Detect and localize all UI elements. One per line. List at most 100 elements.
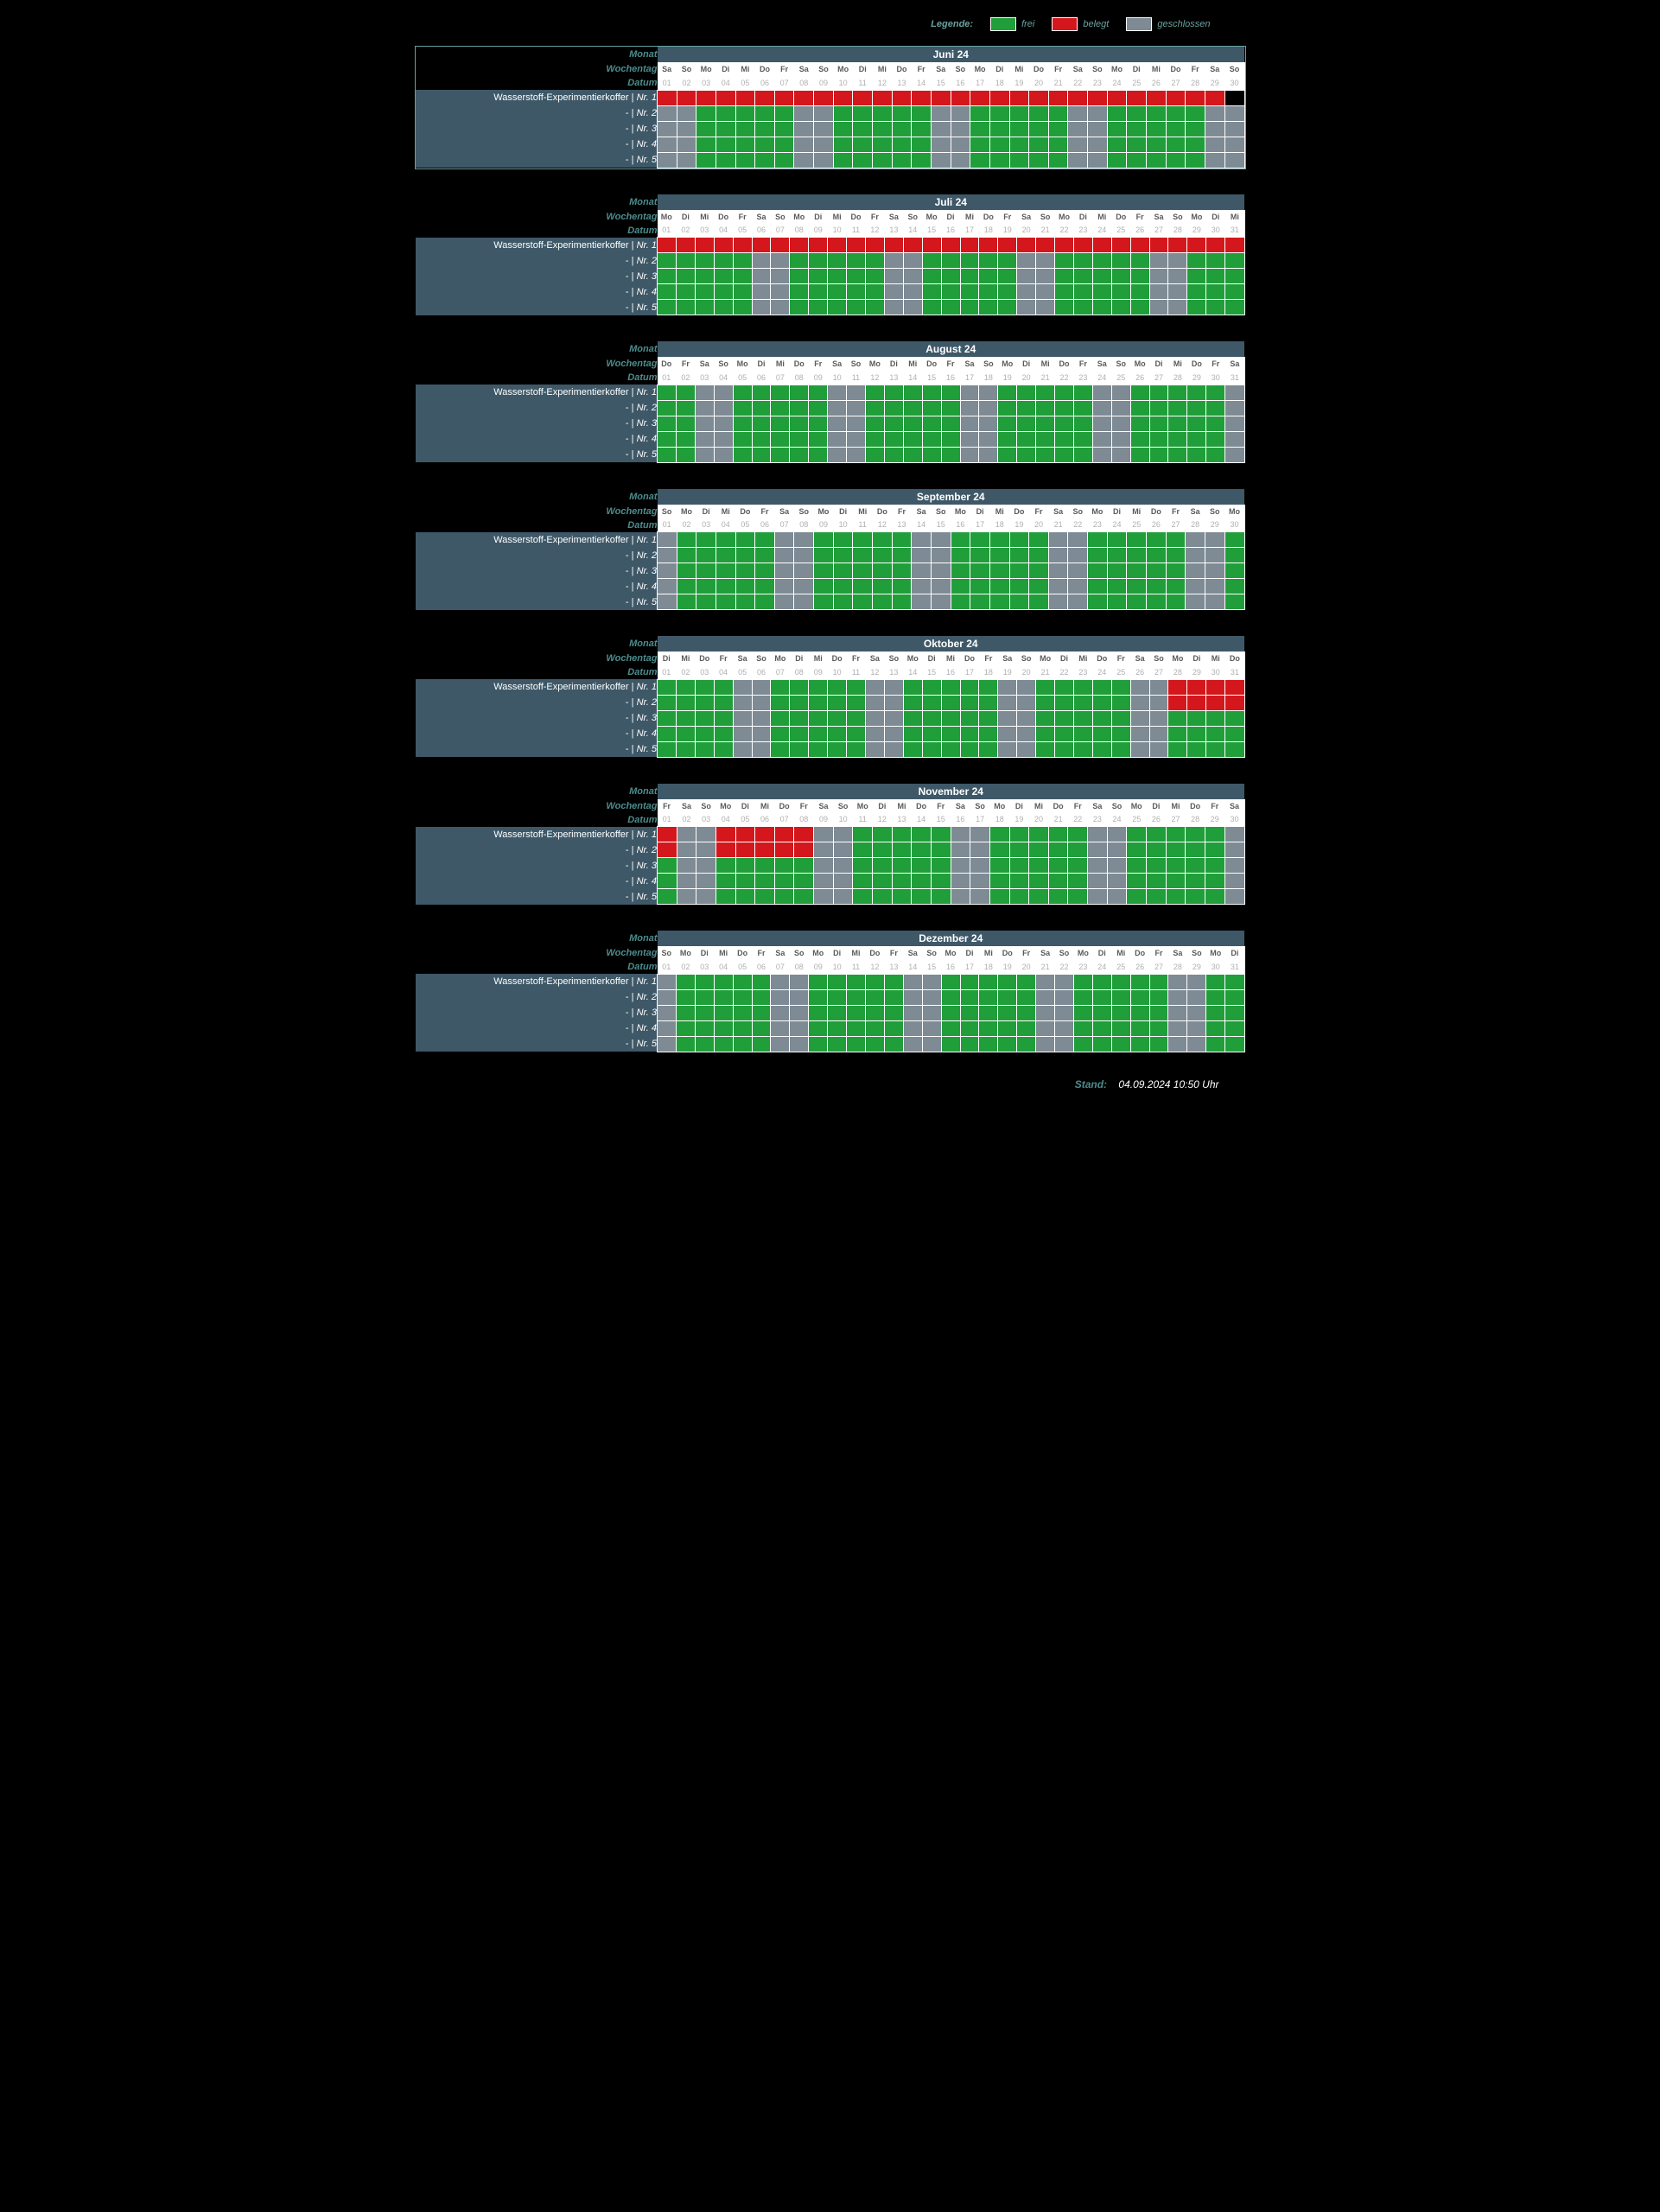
availability-cell[interactable] — [970, 121, 990, 137]
availability-cell[interactable] — [828, 1036, 847, 1052]
availability-cell[interactable] — [1186, 121, 1205, 137]
availability-cell[interactable] — [979, 726, 998, 741]
availability-cell[interactable] — [912, 152, 932, 168]
availability-cell[interactable] — [903, 726, 922, 741]
availability-cell[interactable] — [1073, 710, 1092, 726]
availability-cell[interactable] — [1206, 710, 1225, 726]
availability-cell[interactable] — [998, 1005, 1017, 1020]
availability-cell[interactable] — [1224, 842, 1244, 858]
availability-cell[interactable] — [1009, 563, 1029, 579]
availability-cell[interactable] — [752, 284, 771, 300]
availability-cell[interactable] — [771, 1005, 790, 1020]
availability-cell[interactable] — [1186, 594, 1205, 610]
availability-cell[interactable] — [941, 679, 960, 695]
availability-cell[interactable] — [1036, 989, 1055, 1005]
availability-cell[interactable] — [828, 253, 847, 269]
availability-cell[interactable] — [771, 447, 790, 462]
availability-cell[interactable] — [884, 300, 903, 315]
availability-cell[interactable] — [774, 874, 794, 889]
availability-cell[interactable] — [1130, 1005, 1149, 1020]
availability-cell[interactable] — [809, 238, 828, 253]
availability-cell[interactable] — [1017, 1005, 1036, 1020]
availability-cell[interactable] — [1017, 989, 1036, 1005]
availability-cell[interactable] — [696, 594, 716, 610]
availability-cell[interactable] — [903, 1036, 922, 1052]
availability-cell[interactable] — [814, 874, 834, 889]
availability-cell[interactable] — [828, 238, 847, 253]
availability-cell[interactable] — [658, 137, 677, 152]
availability-cell[interactable] — [809, 1005, 828, 1020]
availability-cell[interactable] — [814, 827, 834, 842]
availability-cell[interactable] — [1187, 300, 1206, 315]
availability-cell[interactable] — [884, 1036, 903, 1052]
availability-cell[interactable] — [1206, 300, 1225, 315]
availability-cell[interactable] — [892, 105, 912, 121]
availability-cell[interactable] — [931, 579, 951, 594]
availability-cell[interactable] — [865, 741, 884, 757]
availability-cell[interactable] — [1111, 1005, 1130, 1020]
availability-cell[interactable] — [1055, 269, 1074, 284]
availability-cell[interactable] — [658, 1020, 677, 1036]
availability-cell[interactable] — [695, 695, 714, 710]
availability-cell[interactable] — [1092, 400, 1111, 416]
availability-cell[interactable] — [1088, 563, 1108, 579]
availability-cell[interactable] — [1168, 284, 1187, 300]
availability-cell[interactable] — [1111, 974, 1130, 989]
availability-cell[interactable] — [1206, 1020, 1225, 1036]
availability-cell[interactable] — [696, 152, 716, 168]
availability-cell[interactable] — [833, 90, 853, 105]
availability-cell[interactable] — [1130, 1020, 1149, 1036]
availability-cell[interactable] — [941, 1005, 960, 1020]
availability-cell[interactable] — [735, 579, 755, 594]
availability-cell[interactable] — [774, 137, 794, 152]
availability-cell[interactable] — [951, 548, 970, 563]
availability-cell[interactable] — [714, 269, 733, 284]
availability-cell[interactable] — [1036, 400, 1055, 416]
availability-cell[interactable] — [1166, 563, 1186, 579]
availability-cell[interactable] — [941, 269, 960, 284]
availability-cell[interactable] — [1127, 579, 1147, 594]
availability-cell[interactable] — [695, 989, 714, 1005]
availability-cell[interactable] — [1206, 416, 1225, 431]
availability-cell[interactable] — [884, 416, 903, 431]
availability-cell[interactable] — [733, 447, 752, 462]
availability-cell[interactable] — [1166, 579, 1186, 594]
availability-cell[interactable] — [998, 741, 1017, 757]
availability-cell[interactable] — [1088, 889, 1108, 905]
availability-cell[interactable] — [960, 726, 979, 741]
availability-cell[interactable] — [1036, 679, 1055, 695]
availability-cell[interactable] — [979, 679, 998, 695]
availability-cell[interactable] — [1048, 105, 1068, 121]
availability-cell[interactable] — [1149, 679, 1168, 695]
availability-cell[interactable] — [922, 1036, 941, 1052]
availability-cell[interactable] — [1111, 447, 1130, 462]
availability-cell[interactable] — [847, 679, 866, 695]
availability-cell[interactable] — [1186, 90, 1205, 105]
availability-cell[interactable] — [733, 300, 752, 315]
availability-cell[interactable] — [1073, 679, 1092, 695]
availability-cell[interactable] — [1073, 253, 1092, 269]
availability-cell[interactable] — [998, 974, 1017, 989]
availability-cell[interactable] — [794, 152, 814, 168]
availability-cell[interactable] — [677, 842, 696, 858]
availability-cell[interactable] — [1092, 989, 1111, 1005]
availability-cell[interactable] — [695, 284, 714, 300]
availability-cell[interactable] — [1130, 710, 1149, 726]
availability-cell[interactable] — [774, 121, 794, 137]
availability-cell[interactable] — [912, 90, 932, 105]
availability-cell[interactable] — [658, 989, 677, 1005]
availability-cell[interactable] — [912, 532, 932, 548]
availability-cell[interactable] — [970, 90, 990, 105]
availability-cell[interactable] — [1206, 1036, 1225, 1052]
availability-cell[interactable] — [771, 741, 790, 757]
availability-cell[interactable] — [696, 121, 716, 137]
availability-cell[interactable] — [752, 974, 771, 989]
availability-cell[interactable] — [714, 400, 733, 416]
availability-cell[interactable] — [814, 548, 834, 563]
availability-cell[interactable] — [828, 400, 847, 416]
availability-cell[interactable] — [912, 858, 932, 874]
availability-cell[interactable] — [1187, 1020, 1206, 1036]
availability-cell[interactable] — [1130, 679, 1149, 695]
availability-cell[interactable] — [1205, 105, 1224, 121]
availability-cell[interactable] — [755, 874, 775, 889]
